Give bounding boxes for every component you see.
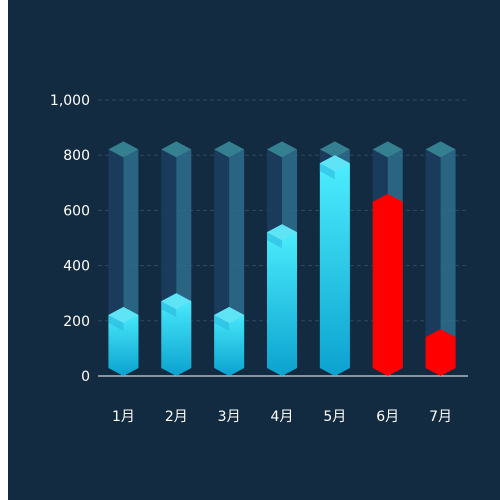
bar-top-shade — [108, 315, 124, 331]
bar-2[interactable] — [161, 293, 192, 376]
y-tick-label: 200 — [63, 314, 90, 330]
y-tick-label: 600 — [63, 203, 90, 219]
x-tick-label: 7月 — [429, 409, 452, 425]
track-top-face — [108, 141, 139, 158]
x-tick-label: 5月 — [323, 409, 346, 425]
bar-top-shade — [319, 163, 335, 180]
y-tick-label: 800 — [63, 148, 90, 164]
track-top-face — [267, 141, 297, 158]
track-top-face — [319, 141, 350, 158]
bar-5[interactable] — [319, 155, 350, 376]
x-tick-label: 3月 — [218, 409, 241, 425]
bars — [108, 141, 456, 376]
track-top-face — [372, 141, 403, 158]
track-left-face — [425, 149, 441, 376]
bar-top-shade — [267, 232, 282, 249]
bar-6[interactable] — [372, 193, 403, 376]
x-tick-label: 2月 — [165, 409, 188, 425]
track-top-face — [214, 141, 245, 158]
chart-panel — [8, 0, 500, 500]
y-tick-label: 400 — [63, 259, 90, 275]
bar-4[interactable] — [267, 224, 297, 376]
track-right-face — [440, 149, 456, 376]
y-tick-label: 1,000 — [50, 93, 90, 109]
track-top-face — [425, 141, 456, 158]
x-tick-label: 6月 — [376, 409, 399, 425]
track-top-face — [161, 141, 192, 158]
y-tick-label: 0 — [81, 369, 90, 385]
x-tick-label: 1月 — [112, 409, 135, 425]
bar-top-shade — [214, 315, 230, 331]
bar-top-shade — [161, 301, 177, 318]
x-tick-label: 4月 — [271, 409, 294, 425]
bar-7[interactable] — [425, 329, 456, 376]
axes: 0 200 400 600 800 1,000 1月 2月 3月 4月 5月 6月 7月 — [50, 93, 468, 425]
